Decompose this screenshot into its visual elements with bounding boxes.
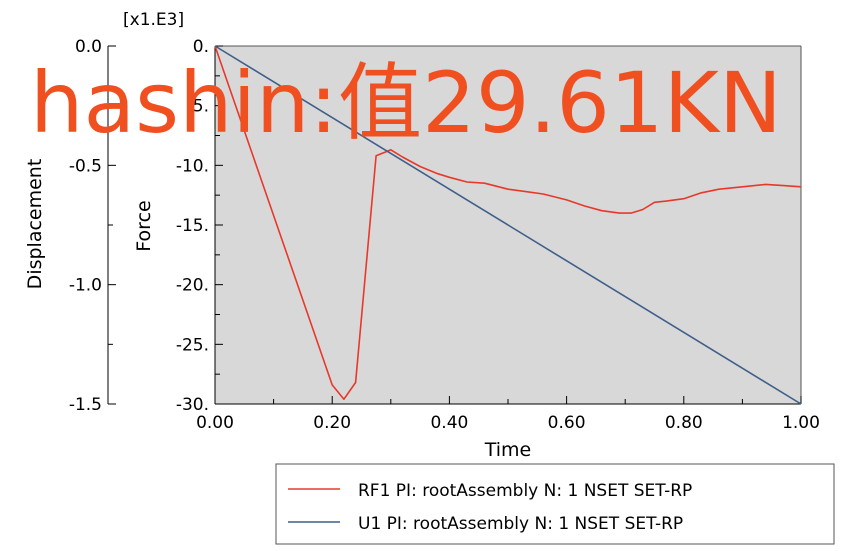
series-group <box>214 45 802 405</box>
force-tick-label: -20. <box>176 276 209 296</box>
x-ticks: 0.00 0.20 0.40 0.60 0.80 1.00 <box>196 396 820 433</box>
x-tick-label: 0.00 <box>196 413 234 433</box>
displacement-tick-label: -1.5 <box>69 395 102 415</box>
x-tick-label: 0.60 <box>548 413 586 433</box>
force-multiplier: [x1.E3] <box>123 10 184 30</box>
x-tick-label: 1.00 <box>782 413 820 433</box>
legend-box <box>275 463 835 545</box>
x-tick-label: 0.20 <box>313 413 351 433</box>
force-axis-title: Force <box>133 200 155 251</box>
legend-label-rf1: RF1 PI: rootAssembly N: 1 NSET SET-RP <box>358 481 692 501</box>
force-tick-label: -15. <box>176 216 209 236</box>
x-tick-label: 0.80 <box>665 413 703 433</box>
series-u1-line <box>214 45 802 405</box>
force-tick-label: 0. <box>193 37 209 57</box>
x-axis-title: Time <box>484 439 532 461</box>
series-rf1-line <box>214 45 802 401</box>
force-tick-label: -5. <box>187 97 209 117</box>
displacement-tick-label: 0.0 <box>75 37 102 57</box>
overlay-annotation: hashin:值29.61KN <box>30 54 782 152</box>
displacement-tick-label: -1.0 <box>69 276 102 296</box>
legend-label-u1: U1 PI: rootAssembly N: 1 NSET SET-RP <box>358 514 683 534</box>
x-tick-label: 0.40 <box>430 413 468 433</box>
displacement-tick-label: -0.5 <box>69 156 102 176</box>
displacement-ticks: 0.0 -0.5 -1.0 -1.5 <box>69 37 116 415</box>
force-tick-label: -30. <box>176 395 209 415</box>
force-ticks: 0. -5. -10. -15. -20. -25. -30. <box>176 37 223 415</box>
force-tick-label: -10. <box>176 156 209 176</box>
displacement-axis-title: Displacement <box>24 159 46 290</box>
force-tick-label: -25. <box>176 335 209 355</box>
